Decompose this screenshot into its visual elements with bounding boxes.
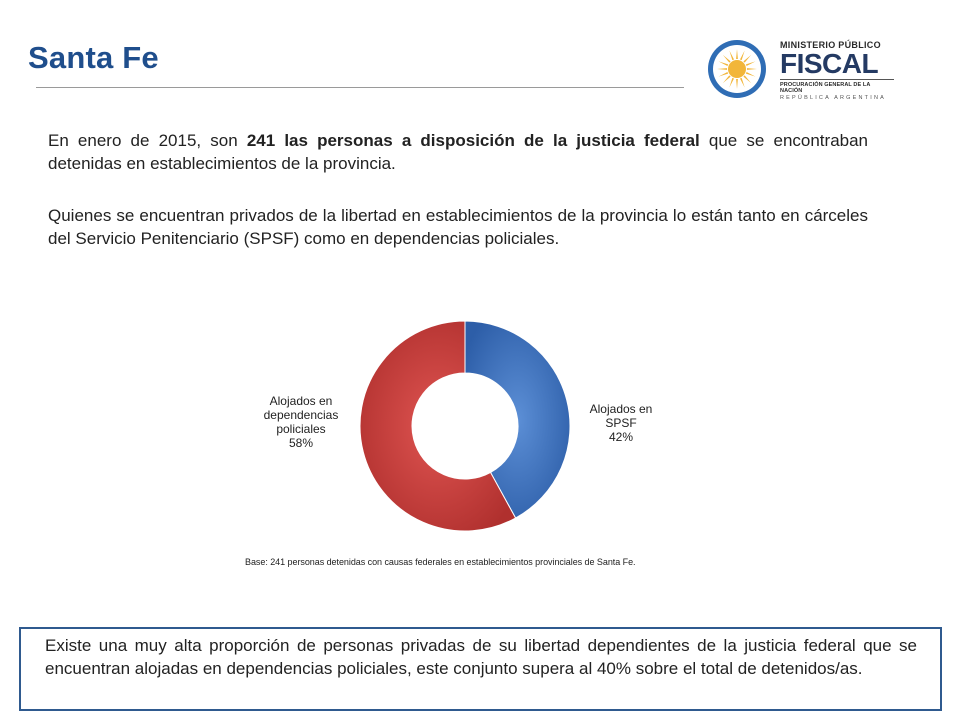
conclusion-box: Existe una muy alta proporción de person… [19, 627, 942, 711]
sun-ray [718, 61, 729, 67]
slice-label-policiales: Alojados en dependencias policiales 58% [264, 394, 339, 450]
logo-line-procuracion: PROCURACIÓN GENERAL DE LA NACIÓN [780, 82, 871, 94]
sun-ray [745, 61, 756, 67]
sun-ray [722, 54, 731, 63]
donut-chart: Alojados en SPSF 42% Alojados en dependenci… [264, 320, 653, 532]
slice-label-line: policiales [276, 422, 325, 436]
slice-label-line: SPSF [605, 416, 636, 430]
detail-paragraph: Quienes se encuentran privados de la lib… [48, 206, 868, 248]
sun-ray [739, 50, 745, 61]
intro-text-end: que se encontraban detenidas en establec… [48, 131, 869, 173]
sun-emblem-icon [708, 40, 766, 98]
slice-label-spsf: Alojados en SPSF 42% [590, 402, 653, 444]
sun-ray [722, 75, 731, 84]
mpf-logo: MINISTERIO PÚBLICO FISCAL PROCURACIÓN GE… [706, 38, 896, 101]
sun-ray [718, 71, 729, 77]
sun-ray [746, 68, 757, 70]
slice-spsf [464, 320, 571, 519]
sun-ray [743, 54, 752, 63]
intro-text-start: En enero de 2015, son [48, 131, 247, 150]
slice-policiales [359, 320, 517, 532]
slice-label-line: 42% [609, 430, 633, 444]
sun-ray [736, 49, 738, 60]
base-footnote: Base: 241 personas detenidas con causas … [245, 557, 636, 567]
sun-ray [739, 77, 745, 88]
sun-ray [736, 78, 738, 89]
logo-divider [780, 79, 894, 80]
intro-paragraph: En enero de 2015, son 241 las personas a… [48, 129, 868, 175]
logo-line-ministerio: MINISTERIO PÚBLICO [780, 40, 881, 50]
sun-ray [717, 68, 728, 70]
slice-label-line: Alojados en [590, 402, 653, 416]
slice-label-line: 58% [289, 436, 313, 450]
title-divider [36, 87, 684, 88]
sun-ray [729, 77, 735, 88]
logo-line-republica: REPÚBLICA ARGENTINA [780, 95, 886, 101]
sun-ray [729, 50, 735, 61]
sun-ray [745, 71, 756, 77]
logo-line-fiscal: FISCAL [780, 48, 879, 79]
conclusion-text: Existe una muy alta proporción de person… [45, 636, 917, 678]
intro-text-bold: 241 las personas a disposición de la jus… [246, 131, 700, 150]
sun-ray [743, 75, 752, 84]
slide-title: Santa Fe [28, 40, 159, 75]
slice-label-line: Alojados en [270, 394, 333, 408]
slice-label-line: dependencias [264, 408, 339, 422]
